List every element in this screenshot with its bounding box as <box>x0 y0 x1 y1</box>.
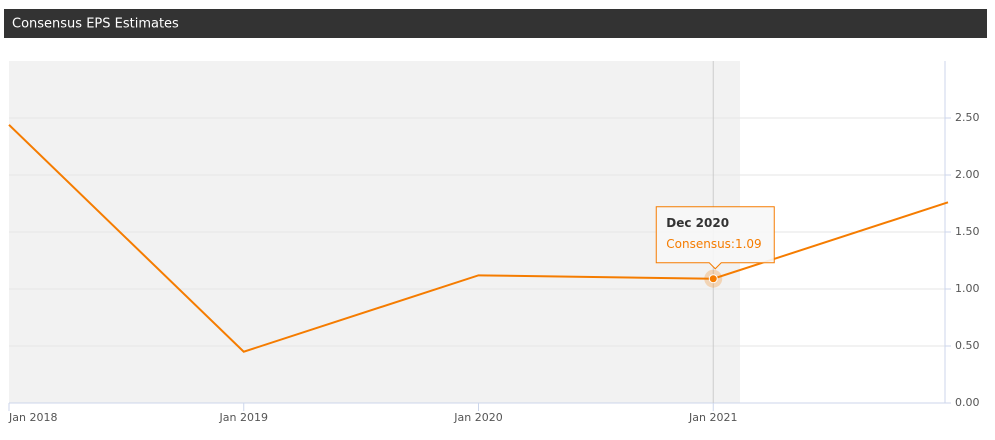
hover-point <box>708 274 718 284</box>
x-tick-label: Jan 2019 <box>219 411 268 424</box>
tooltip-title: Dec 2020 <box>666 216 729 230</box>
tooltip-box <box>655 206 775 270</box>
chart-title: Consensus EPS Estimates <box>12 17 179 32</box>
y-tick-label: 2.00 <box>955 168 980 181</box>
y-tick-label: 1.50 <box>955 225 980 238</box>
x-tick-label: Jan 2018 <box>8 411 57 424</box>
header-bar <box>4 9 987 38</box>
y-tick-label: 0.50 <box>955 339 980 352</box>
line-series <box>8 124 949 353</box>
y-tick-label: 2.50 <box>955 111 980 124</box>
tooltip-text: Consensus:1.09 <box>666 237 761 251</box>
y-tick-label: 1.00 <box>955 282 980 295</box>
x-tick-label: Jan 2020 <box>453 411 502 424</box>
y-tick-label: 0.00 <box>955 396 980 409</box>
x-tick-label: Jan 2021 <box>688 411 737 424</box>
